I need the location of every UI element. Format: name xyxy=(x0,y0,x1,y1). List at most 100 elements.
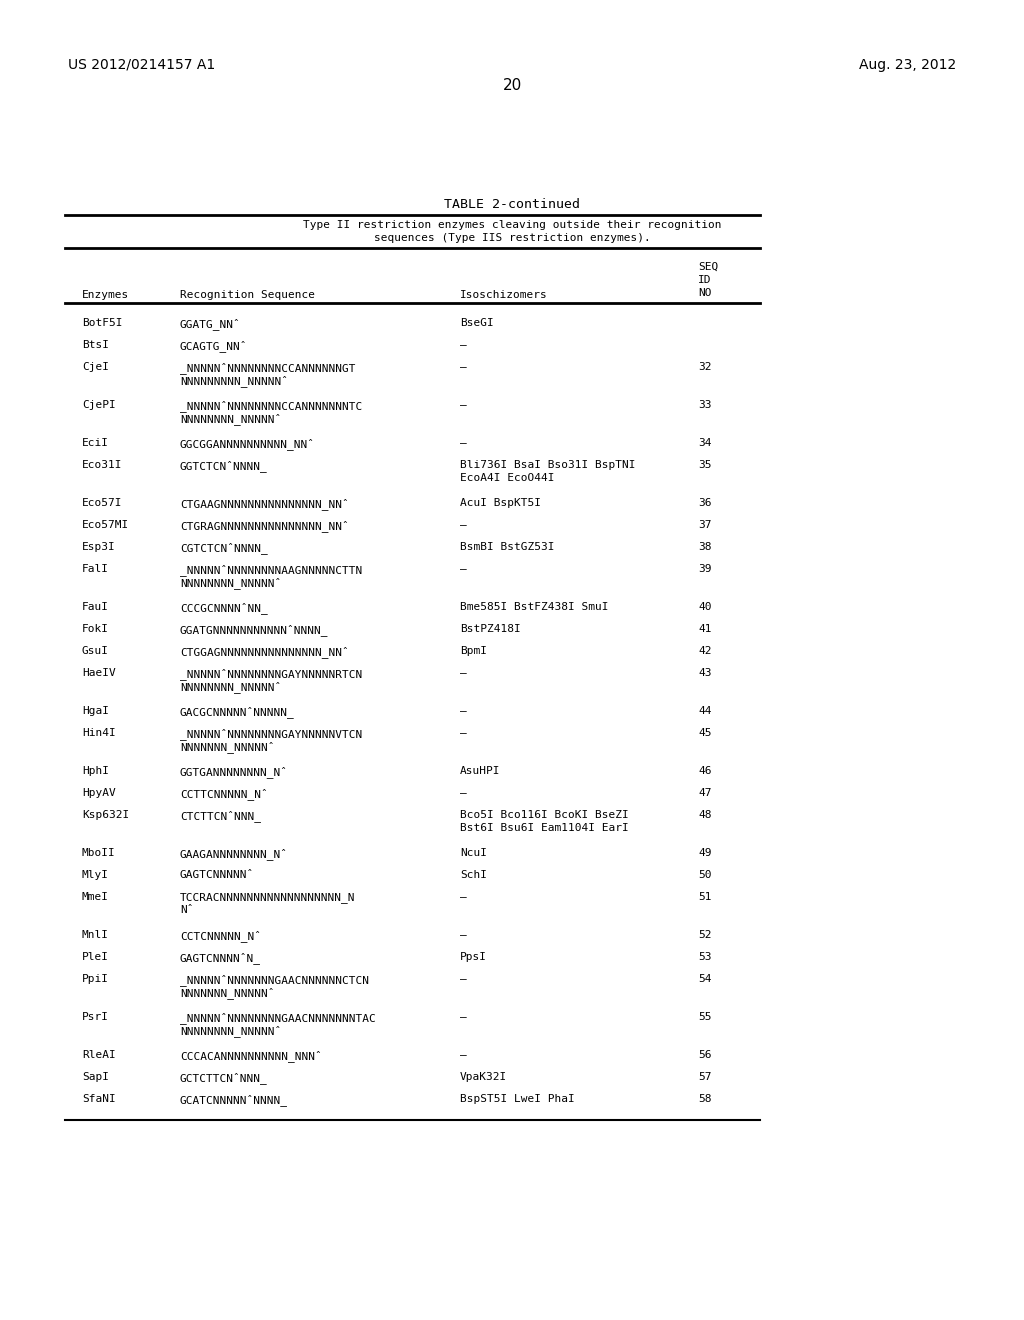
Text: CTGAAGNNNNNNNNNNNNNNN_NN̂: CTGAAGNNNNNNNNNNNNNNN_NN̂ xyxy=(180,498,349,510)
Text: PleI: PleI xyxy=(82,952,109,962)
Text: 50: 50 xyxy=(698,870,712,880)
Text: Aug. 23, 2012: Aug. 23, 2012 xyxy=(859,58,956,73)
Text: _NNNNN̂NNNNNNNNCCANNNNNNNTC: _NNNNN̂NNNNNNNNCCANNNNNNNTC xyxy=(180,400,362,412)
Text: 54: 54 xyxy=(698,974,712,983)
Text: Type II restriction enzymes cleaving outside their recognition: Type II restriction enzymes cleaving out… xyxy=(303,220,721,230)
Text: PpsI: PpsI xyxy=(460,952,487,962)
Text: 37: 37 xyxy=(698,520,712,531)
Text: NNNNNNNN_NNNNN̂: NNNNNNNN_NNNNN̂ xyxy=(180,413,282,425)
Text: —: — xyxy=(460,1012,467,1022)
Text: 48: 48 xyxy=(698,810,712,820)
Text: Recognition Sequence: Recognition Sequence xyxy=(180,290,315,300)
Text: Esp3I: Esp3I xyxy=(82,543,116,552)
Text: GsuI: GsuI xyxy=(82,645,109,656)
Text: GGATGNNNNNNNNNNN̂NNNN_: GGATGNNNNNNNNNNN̂NNNN_ xyxy=(180,624,329,636)
Text: 51: 51 xyxy=(698,892,712,902)
Text: BtsI: BtsI xyxy=(82,341,109,350)
Text: TABLE 2-continued: TABLE 2-continued xyxy=(444,198,580,211)
Text: ID: ID xyxy=(698,275,712,285)
Text: NNNNNNN_NNNNN̂: NNNNNNN_NNNNN̂ xyxy=(180,987,274,999)
Text: _NNNNN̂NNNNNNNNCCANNNNNNGT: _NNNNN̂NNNNNNNNCCANNNNNNGT xyxy=(180,362,355,374)
Text: BpmI: BpmI xyxy=(460,645,487,656)
Text: RleAI: RleAI xyxy=(82,1049,116,1060)
Text: —: — xyxy=(460,974,467,983)
Text: GAGTCNNNN̂N_: GAGTCNNNN̂N_ xyxy=(180,952,261,964)
Text: CCCGCNNNN̂NN_: CCCGCNNNN̂NN_ xyxy=(180,602,267,614)
Text: BsmBI BstGZ53I: BsmBI BstGZ53I xyxy=(460,543,555,552)
Text: TCCRACNNNNNNNNNNNNNNNNNN_N: TCCRACNNNNNNNNNNNNNNNNNN_N xyxy=(180,892,355,903)
Text: _NNNNN̂NNNNNNNGAACNNNNNNCTCN: _NNNNN̂NNNNNNNGAACNNNNNNCTCN xyxy=(180,974,369,986)
Text: 49: 49 xyxy=(698,847,712,858)
Text: SapI: SapI xyxy=(82,1072,109,1082)
Text: 42: 42 xyxy=(698,645,712,656)
Text: MnlI: MnlI xyxy=(82,931,109,940)
Text: Bli736I BsaI Bso31I BspTNI: Bli736I BsaI Bso31I BspTNI xyxy=(460,459,636,470)
Text: —: — xyxy=(460,788,467,799)
Text: Bst6I Bsu6I Eam1104I EarI: Bst6I Bsu6I Eam1104I EarI xyxy=(460,822,629,833)
Text: 35: 35 xyxy=(698,459,712,470)
Text: BspST5I LweI PhaI: BspST5I LweI PhaI xyxy=(460,1094,574,1104)
Text: MmeI: MmeI xyxy=(82,892,109,902)
Text: 58: 58 xyxy=(698,1094,712,1104)
Text: NNNNNNNN_NNNNN̂: NNNNNNNN_NNNNN̂ xyxy=(180,577,282,589)
Text: Eco31I: Eco31I xyxy=(82,459,123,470)
Text: AsuHPI: AsuHPI xyxy=(460,766,501,776)
Text: CCTCNNNNN_N̂: CCTCNNNNN_N̂ xyxy=(180,931,261,942)
Text: —: — xyxy=(460,668,467,678)
Text: GCTCTTCN̂NNN_: GCTCTTCN̂NNN_ xyxy=(180,1072,267,1084)
Text: 55: 55 xyxy=(698,1012,712,1022)
Text: PsrI: PsrI xyxy=(82,1012,109,1022)
Text: CTCTTCN̂NNN_: CTCTTCN̂NNN_ xyxy=(180,810,261,822)
Text: Bme585I BstFZ438I SmuI: Bme585I BstFZ438I SmuI xyxy=(460,602,608,612)
Text: BotF5I: BotF5I xyxy=(82,318,123,327)
Text: —: — xyxy=(460,438,467,447)
Text: _NNNNN̂NNNNNNNNAAGNNNNNCTTN: _NNNNN̂NNNNNNNNAAGNNNNNCTTN xyxy=(180,564,362,576)
Text: EciI: EciI xyxy=(82,438,109,447)
Text: 40: 40 xyxy=(698,602,712,612)
Text: CjePI: CjePI xyxy=(82,400,116,411)
Text: Eco57I: Eco57I xyxy=(82,498,123,508)
Text: Eco57MI: Eco57MI xyxy=(82,520,129,531)
Text: 47: 47 xyxy=(698,788,712,799)
Text: US 2012/0214157 A1: US 2012/0214157 A1 xyxy=(68,58,215,73)
Text: HaeIV: HaeIV xyxy=(82,668,116,678)
Text: Bco5I Bco116I BcoKI BseZI: Bco5I Bco116I BcoKI BseZI xyxy=(460,810,629,820)
Text: NNNNNNNN_NNNNN̂: NNNNNNNN_NNNNN̂ xyxy=(180,681,282,693)
Text: NO: NO xyxy=(698,288,712,298)
Text: FauI: FauI xyxy=(82,602,109,612)
Text: HgaI: HgaI xyxy=(82,706,109,715)
Text: —: — xyxy=(460,706,467,715)
Text: Hin4I: Hin4I xyxy=(82,729,116,738)
Text: _NNNNN̂NNNNNNNNGAYNNNNNRTCN: _NNNNN̂NNNNNNNNGAYNNNNNRTCN xyxy=(180,668,362,680)
Text: MboII: MboII xyxy=(82,847,116,858)
Text: NNNNNNNN_NNNNN̂: NNNNNNNN_NNNNN̂ xyxy=(180,1026,282,1038)
Text: _NNNNN̂NNNNNNNNGAYNNNNNVTCN: _NNNNN̂NNNNNNNNGAYNNNNNVTCN xyxy=(180,729,362,741)
Text: GCATCNNNNN̂NNNN_: GCATCNNNNN̂NNNN_ xyxy=(180,1094,288,1106)
Text: 57: 57 xyxy=(698,1072,712,1082)
Text: AcuI BspKT5I: AcuI BspKT5I xyxy=(460,498,541,508)
Text: GGATG_NN̂: GGATG_NN̂ xyxy=(180,318,241,330)
Text: —: — xyxy=(460,341,467,350)
Text: EcoA4I EcoO44I: EcoA4I EcoO44I xyxy=(460,473,555,483)
Text: CCCACANNNNNNNNNN_NNN̂: CCCACANNNNNNNNNN_NNN̂ xyxy=(180,1049,322,1061)
Text: 44: 44 xyxy=(698,706,712,715)
Text: VpaK32I: VpaK32I xyxy=(460,1072,507,1082)
Text: MlyI: MlyI xyxy=(82,870,109,880)
Text: NcuI: NcuI xyxy=(460,847,487,858)
Text: Isoschizomers: Isoschizomers xyxy=(460,290,548,300)
Text: PpiI: PpiI xyxy=(82,974,109,983)
Text: CCTTCNNNNN_N̂: CCTTCNNNNN_N̂ xyxy=(180,788,267,800)
Text: 52: 52 xyxy=(698,931,712,940)
Text: SchI: SchI xyxy=(460,870,487,880)
Text: 39: 39 xyxy=(698,564,712,574)
Text: Ksp632I: Ksp632I xyxy=(82,810,129,820)
Text: sequences (Type IIS restriction enzymes).: sequences (Type IIS restriction enzymes)… xyxy=(374,234,650,243)
Text: GAGTCNNNNN̂: GAGTCNNNNN̂ xyxy=(180,870,254,880)
Text: CTGRAGNNNNNNNNNNNNNNN_NN̂: CTGRAGNNNNNNNNNNNNNNN_NN̂ xyxy=(180,520,349,532)
Text: —: — xyxy=(460,362,467,372)
Text: 53: 53 xyxy=(698,952,712,962)
Text: 46: 46 xyxy=(698,766,712,776)
Text: GGTCTCN̂NNNN_: GGTCTCN̂NNNN_ xyxy=(180,459,267,473)
Text: —: — xyxy=(460,729,467,738)
Text: BstPZ418I: BstPZ418I xyxy=(460,624,521,634)
